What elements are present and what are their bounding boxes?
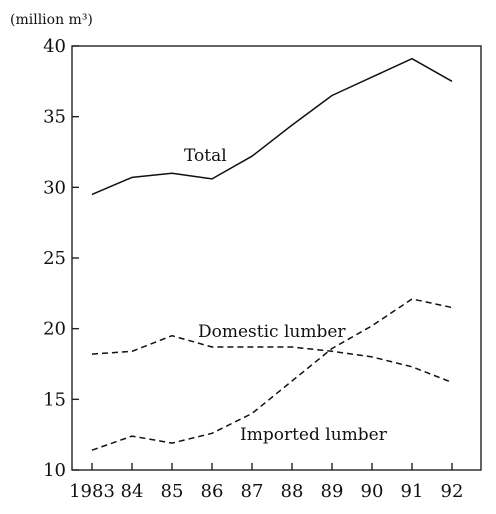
series-label-imported-lumber: Imported lumber	[240, 425, 388, 445]
x-tick-label: 87	[241, 481, 264, 502]
series-label-domestic-lumber: Domestic lumber	[198, 322, 346, 342]
y-tick-label: 10	[43, 460, 66, 481]
x-tick-label: 84	[121, 481, 144, 502]
series-line-domestic-lumber	[91, 334, 453, 384]
x-tick-label: 91	[401, 481, 424, 502]
x-axis: 1983 84 85 86 87 88 89 90 91 92	[69, 463, 463, 502]
series-lines	[91, 57, 453, 451]
y-tick-label: 35	[43, 107, 66, 128]
x-tick-label: 1983	[69, 481, 115, 502]
x-tick-label: 88	[281, 481, 304, 502]
y-tick-label: 20	[43, 319, 66, 340]
y-tick-label: 40	[43, 36, 66, 57]
x-tick-label: 85	[161, 481, 184, 502]
x-tick-label: 92	[441, 481, 464, 502]
y-axis-unit-label: (million m³)	[10, 12, 93, 28]
y-tick-label: 30	[43, 177, 66, 198]
plot-frame	[71, 45, 482, 471]
series-line-total	[91, 57, 453, 196]
x-tick-label: 86	[201, 481, 224, 502]
y-tick-label: 25	[43, 248, 66, 269]
series-line-imported-lumber	[91, 298, 453, 451]
series-label-total: Total	[184, 146, 227, 166]
x-tick-label: 90	[361, 481, 384, 502]
y-tick-label: 15	[43, 389, 66, 410]
x-tick-label: 89	[321, 481, 344, 502]
y-axis: 10 15 20 25 30 35 40	[43, 36, 79, 481]
